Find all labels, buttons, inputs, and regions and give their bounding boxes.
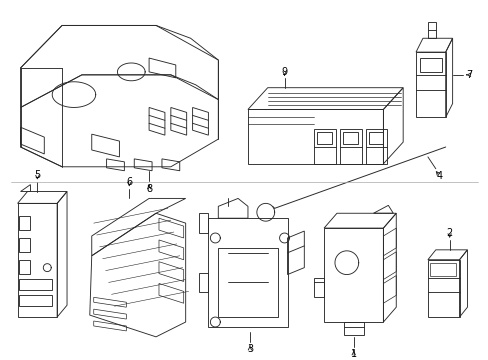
Text: 7: 7 <box>466 70 471 80</box>
Text: 1: 1 <box>350 348 356 359</box>
Text: 9: 9 <box>281 67 287 77</box>
Text: 6: 6 <box>126 177 132 186</box>
Text: 4: 4 <box>436 171 442 181</box>
Text: 3: 3 <box>246 344 252 354</box>
Text: 2: 2 <box>446 228 452 238</box>
Text: 5: 5 <box>34 170 41 180</box>
Text: 8: 8 <box>146 184 152 194</box>
